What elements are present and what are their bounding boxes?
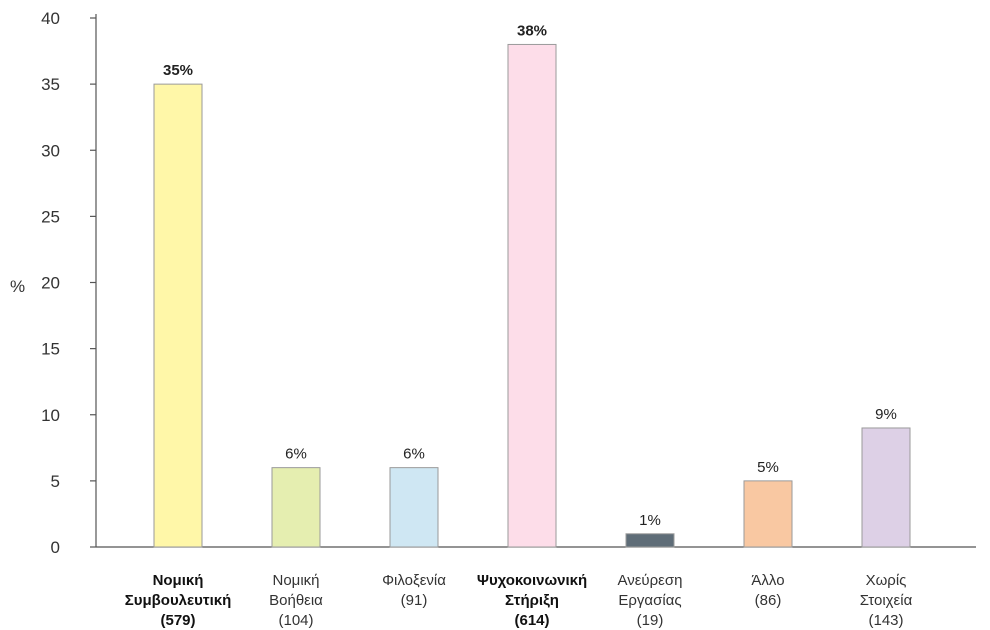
x-category-label: (19) [637,612,664,629]
x-category-label: Στοιχεία [860,592,913,609]
y-tick-label: 0 [51,538,60,557]
x-category-label: Χωρίς [866,572,907,589]
y-tick-label: 35 [41,75,60,94]
x-category-label: (86) [755,592,782,609]
bar-7 [861,427,911,548]
bar-value-label: 5% [757,459,779,476]
bar-value-label: 1% [639,512,661,529]
x-category-label: Ψυχοκοινωνική [477,572,587,589]
x-category-label: (91) [401,592,428,609]
x-category-label: Νομική [273,572,320,589]
bar-1 [153,83,203,548]
bar-value-label: 6% [403,446,425,463]
x-category-label: Ανεύρεση [618,572,683,589]
y-tick-label: 25 [41,207,60,226]
x-category-label: Στήριξη [505,592,559,609]
bar-2 [271,467,321,548]
y-tick-label: 5 [51,472,60,491]
bar-value-label: 35% [163,62,193,79]
y-tick-label: 40 [41,9,60,28]
x-category-label: (614) [514,612,549,629]
x-category-label: Βοήθεια [269,592,323,609]
bar-value-label: 38% [517,22,547,39]
x-category-label: Νομική [153,572,204,589]
chart-axes: 0 5 10 15 20 25 30 35 40 [41,9,976,557]
bar-3 [389,467,439,548]
chart-bars [153,43,911,548]
x-category-label: (104) [278,612,313,629]
y-tick-label: 15 [41,340,60,359]
bar-4 [507,43,557,548]
x-category-label: (579) [160,612,195,629]
bar-6 [743,480,793,548]
bar-value-label: 6% [285,446,307,463]
y-axis-label: % [10,277,25,296]
bar-value-label: 9% [875,406,897,423]
chart-labels: 35% Νομική Συμβουλευτική (579) 6% Νομική Βοήθε… [125,22,913,629]
x-category-label: Φιλοξενία [382,572,446,589]
x-category-label: Εργασίας [618,592,681,609]
y-tick-label: 10 [41,406,60,425]
x-category-label: Άλλο [751,572,784,589]
x-category-label: (143) [868,612,903,629]
y-tick-label: 20 [41,274,60,293]
x-category-label: Συμβουλευτική [125,592,232,609]
y-tick-label: 30 [41,141,60,160]
bar-5 [625,533,675,548]
